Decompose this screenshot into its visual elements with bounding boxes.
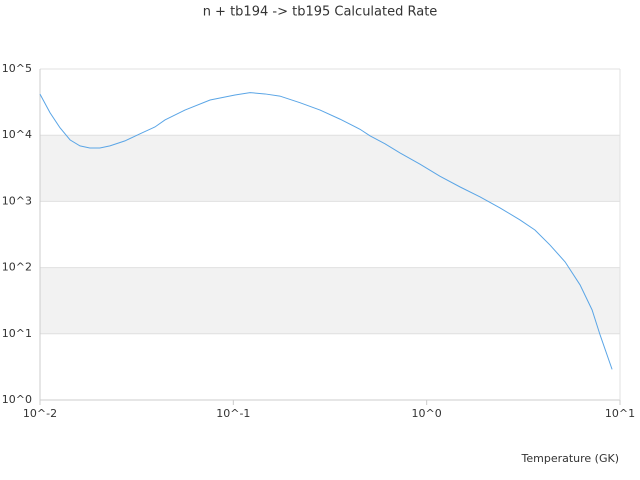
y-tick-label: 10^1 [2, 327, 32, 340]
y-tick-label: 10^0 [2, 393, 32, 406]
x-tick-label: 10^0 [412, 407, 442, 420]
y-tick-label: 10^2 [2, 261, 32, 274]
x-tick-label: 10^-2 [23, 407, 57, 420]
x-tick-label: 10^-1 [216, 407, 250, 420]
grid-band [40, 267, 620, 334]
chart-title: n + tb194 -> tb195 Calculated Rate [203, 5, 438, 20]
x-axis-label: Temperature (GK) [521, 452, 620, 465]
x-tick-label: 10^1 [605, 407, 635, 420]
y-tick-label: 10^5 [2, 62, 32, 75]
y-tick-label: 10^4 [2, 128, 32, 141]
y-tick-label: 10^3 [2, 194, 32, 207]
line [39, 92, 613, 370]
grid-band [40, 135, 620, 202]
